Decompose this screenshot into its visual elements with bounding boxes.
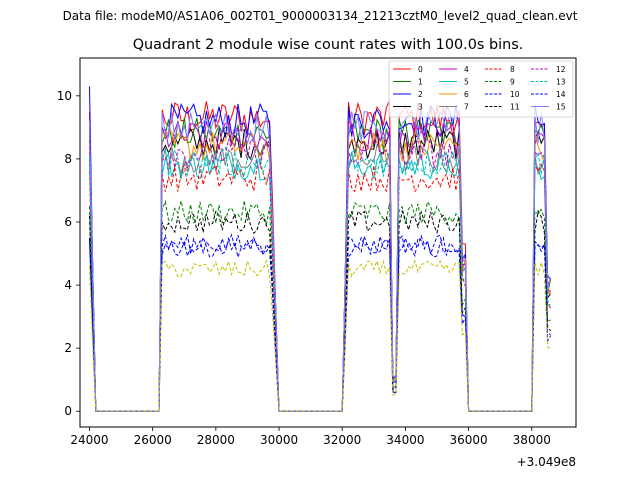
x-tick-label: 28000 xyxy=(197,433,235,447)
chart-title: Quadrant 2 module wise count rates with … xyxy=(133,37,524,53)
series-line xyxy=(89,146,551,412)
x-axis: 24000 26000 28000 30000 32000 34000 36000 38000 xyxy=(70,427,551,447)
legend-label: 6 xyxy=(464,90,469,99)
series-line xyxy=(89,128,552,412)
x-tick-label: 34000 xyxy=(386,433,424,447)
legend-label: 13 xyxy=(556,78,566,87)
legend-label: 15 xyxy=(556,103,566,112)
legend-label: 4 xyxy=(464,65,469,74)
legend-label: 10 xyxy=(510,90,520,99)
series-line xyxy=(89,117,552,412)
y-axis: 0 2 4 6 8 10 xyxy=(57,89,80,418)
x-tick-label: 32000 xyxy=(323,433,361,447)
legend-label: 9 xyxy=(510,78,515,87)
series-line xyxy=(89,163,552,412)
series-line xyxy=(89,143,552,412)
x-tick-label: 30000 xyxy=(260,433,298,447)
legend-label: 8 xyxy=(510,65,515,74)
x-offset-label: +3.049e8 xyxy=(517,455,576,469)
series-line xyxy=(89,130,552,412)
series-line xyxy=(89,235,552,412)
series-line xyxy=(89,86,552,412)
legend-label: 14 xyxy=(556,90,566,99)
y-tick-label: 2 xyxy=(64,341,72,355)
axes-frame xyxy=(79,57,577,428)
legend-label: 11 xyxy=(510,103,520,112)
series-line xyxy=(89,233,551,412)
series-line xyxy=(89,120,551,412)
y-tick-label: 6 xyxy=(64,215,72,229)
legend-label: 0 xyxy=(418,65,423,74)
series-line xyxy=(89,199,551,412)
series-line xyxy=(89,209,552,412)
legend-label: 2 xyxy=(418,90,423,99)
plot-area xyxy=(89,86,552,412)
series-line xyxy=(89,109,552,412)
series-line xyxy=(89,100,552,412)
series-line xyxy=(89,150,551,412)
y-tick-label: 0 xyxy=(64,404,72,418)
x-tick-label: 38000 xyxy=(513,433,551,447)
y-tick-label: 4 xyxy=(64,278,72,292)
legend-label: 1 xyxy=(418,78,423,87)
series-line xyxy=(89,259,551,412)
legend-label: 7 xyxy=(464,103,469,112)
legend-frame xyxy=(388,60,574,118)
y-tick-label: 8 xyxy=(64,152,72,166)
legend-label: 3 xyxy=(418,103,423,112)
series-line xyxy=(89,136,551,412)
x-tick-label: 24000 xyxy=(70,433,108,447)
y-tick-label: 10 xyxy=(57,89,72,103)
chart-suptitle: Data file: modeM0/AS1A06_002T01_90000031… xyxy=(63,9,578,23)
x-tick-label: 26000 xyxy=(134,433,172,447)
x-tick-label: 36000 xyxy=(449,433,487,447)
legend-label: 5 xyxy=(464,78,469,87)
legend-label: 12 xyxy=(556,65,566,74)
